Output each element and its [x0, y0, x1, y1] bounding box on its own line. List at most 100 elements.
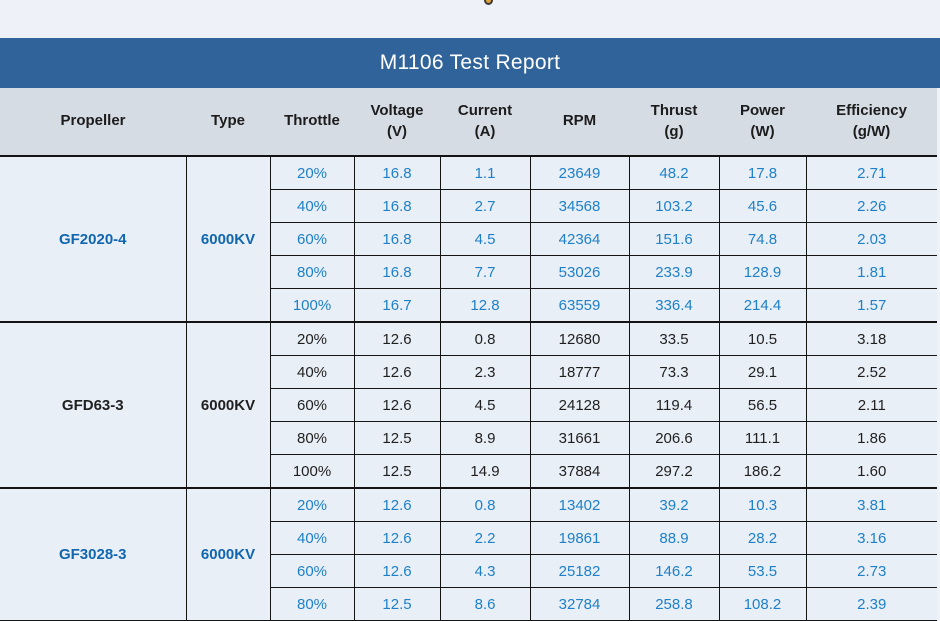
- throttle-cell: 40%: [269, 189, 355, 223]
- rpm-cell: 32784: [529, 587, 630, 621]
- column-header-label: Thrust: [650, 102, 698, 120]
- power-cell: 108.2: [718, 587, 807, 621]
- power-cell: 28.2: [718, 521, 807, 555]
- throttle-cell: 20%: [269, 487, 355, 522]
- power-cell: 111.1: [718, 421, 807, 455]
- efficiency-cell: 2.39: [805, 587, 937, 621]
- rpm-cell: 34568: [529, 189, 630, 223]
- table-row: GF2020-4 6000KV 20% 16.8 1.1 23649 48.2 17.8 2.7…: [0, 155, 937, 323]
- throttle-cell: 60%: [269, 388, 355, 422]
- voltage-cell: 16.7: [353, 288, 441, 323]
- rpm-cell: 31661: [529, 421, 630, 455]
- cropped-logo-fragment: [484, 0, 493, 5]
- efficiency-cell: 2.71: [805, 155, 937, 190]
- column-header-unit: (V): [387, 122, 407, 140]
- column-header-label: Power: [739, 102, 785, 120]
- power-cell: 10.3: [718, 487, 807, 522]
- efficiency-cell: 2.03: [805, 222, 937, 256]
- column-header-label: Efficiency: [836, 102, 907, 120]
- column-header-label: RPM: [562, 112, 597, 130]
- throttle-cell: 80%: [269, 587, 355, 621]
- rpm-cell: 25182: [529, 554, 630, 588]
- throttle-cell: 40%: [269, 521, 355, 555]
- voltage-cell: 16.8: [353, 155, 441, 190]
- table-row: 40% 16.8 2.7 34568 103.2 45.6 2.26: [0, 189, 937, 223]
- current-cell: 2.3: [439, 355, 531, 389]
- rpm-cell: 19861: [529, 521, 630, 555]
- thrust-cell: 48.2: [628, 155, 720, 190]
- voltage-cell: 12.5: [353, 421, 441, 455]
- voltage-cell: 12.5: [353, 587, 441, 621]
- power-cell: 186.2: [718, 454, 807, 489]
- column-header-label: Type: [211, 112, 245, 130]
- efficiency-cell: 3.18: [805, 321, 937, 356]
- current-cell: 12.8: [439, 288, 531, 323]
- efficiency-cell: 2.11: [805, 388, 937, 422]
- efficiency-cell: 2.73: [805, 554, 937, 588]
- thrust-cell: 146.2: [628, 554, 720, 588]
- thrust-cell: 39.2: [628, 487, 720, 522]
- voltage-cell: 12.5: [353, 454, 441, 489]
- column-header-label: Propeller: [60, 112, 126, 130]
- thrust-cell: 233.9: [628, 255, 720, 289]
- current-cell: 2.2: [439, 521, 531, 555]
- throttle-cell: 60%: [269, 554, 355, 588]
- column-header-unit: (A): [474, 122, 496, 140]
- voltage-cell: 16.8: [353, 255, 441, 289]
- voltage-cell: 12.6: [353, 388, 441, 422]
- efficiency-cell: 3.16: [805, 521, 937, 555]
- power-cell: 53.5: [718, 554, 807, 588]
- thrust-cell: 258.8: [628, 587, 720, 621]
- throttle-cell: 20%: [269, 155, 355, 190]
- column-header: Propeller: [0, 88, 186, 157]
- current-cell: 4.5: [439, 222, 531, 256]
- thrust-cell: 88.9: [628, 521, 720, 555]
- rpm-cell: 53026: [529, 255, 630, 289]
- table-row: 80% 16.8 7.7 53026 233.9 128.9 1.81: [0, 255, 937, 289]
- power-cell: 128.9: [718, 255, 807, 289]
- type-cell: 6000KV: [185, 321, 271, 489]
- column-header: Current (A): [440, 88, 530, 157]
- column-header: Throttle: [270, 88, 354, 157]
- column-header: Type: [186, 88, 270, 157]
- propeller-cell: GF2020-4: [0, 155, 187, 323]
- thrust-cell: 206.6: [628, 421, 720, 455]
- voltage-cell: 12.6: [353, 487, 441, 522]
- current-cell: 4.5: [439, 388, 531, 422]
- table-row: 60% 12.6 4.5 24128 119.4 56.5 2.11: [0, 388, 937, 422]
- current-cell: 0.8: [439, 487, 531, 522]
- voltage-cell: 12.6: [353, 321, 441, 356]
- thrust-cell: 151.6: [628, 222, 720, 256]
- table-row: 40% 12.6 2.2 19861 88.9 28.2 3.16: [0, 521, 937, 555]
- table-row: 80% 12.5 8.9 31661 206.6 111.1 1.86: [0, 421, 937, 455]
- current-cell: 14.9: [439, 454, 531, 489]
- voltage-cell: 12.6: [353, 554, 441, 588]
- column-header: RPM: [530, 88, 629, 157]
- rpm-cell: 18777: [529, 355, 630, 389]
- voltage-cell: 16.8: [353, 222, 441, 256]
- report-title: M1106 Test Report: [379, 51, 561, 74]
- efficiency-cell: 3.81: [805, 487, 937, 522]
- current-cell: 8.9: [439, 421, 531, 455]
- column-header-label: Throttle: [284, 112, 340, 130]
- column-header-label: Voltage: [370, 102, 424, 120]
- rpm-cell: 24128: [529, 388, 630, 422]
- table-row: 60% 16.8 4.5 42364 151.6 74.8 2.03: [0, 222, 937, 256]
- efficiency-cell: 1.60: [805, 454, 937, 489]
- power-cell: 29.1: [718, 355, 807, 389]
- power-cell: 45.6: [718, 189, 807, 223]
- table-body: GF2020-4 6000KV 20% 16.8 1.1 23649 48.2 17.8 2.7…: [0, 155, 937, 621]
- type-cell: 6000KV: [185, 155, 271, 323]
- current-cell: 0.8: [439, 321, 531, 356]
- page-top-margin: [0, 0, 940, 38]
- current-cell: 2.7: [439, 189, 531, 223]
- thrust-cell: 103.2: [628, 189, 720, 223]
- column-header-label: Current: [457, 102, 513, 120]
- propeller-cell: GF3028-3: [0, 487, 187, 621]
- current-cell: 1.1: [439, 155, 531, 190]
- rpm-cell: 63559: [529, 288, 630, 323]
- throttle-cell: 20%: [269, 321, 355, 356]
- power-cell: 56.5: [718, 388, 807, 422]
- current-cell: 8.6: [439, 587, 531, 621]
- rpm-cell: 13402: [529, 487, 630, 522]
